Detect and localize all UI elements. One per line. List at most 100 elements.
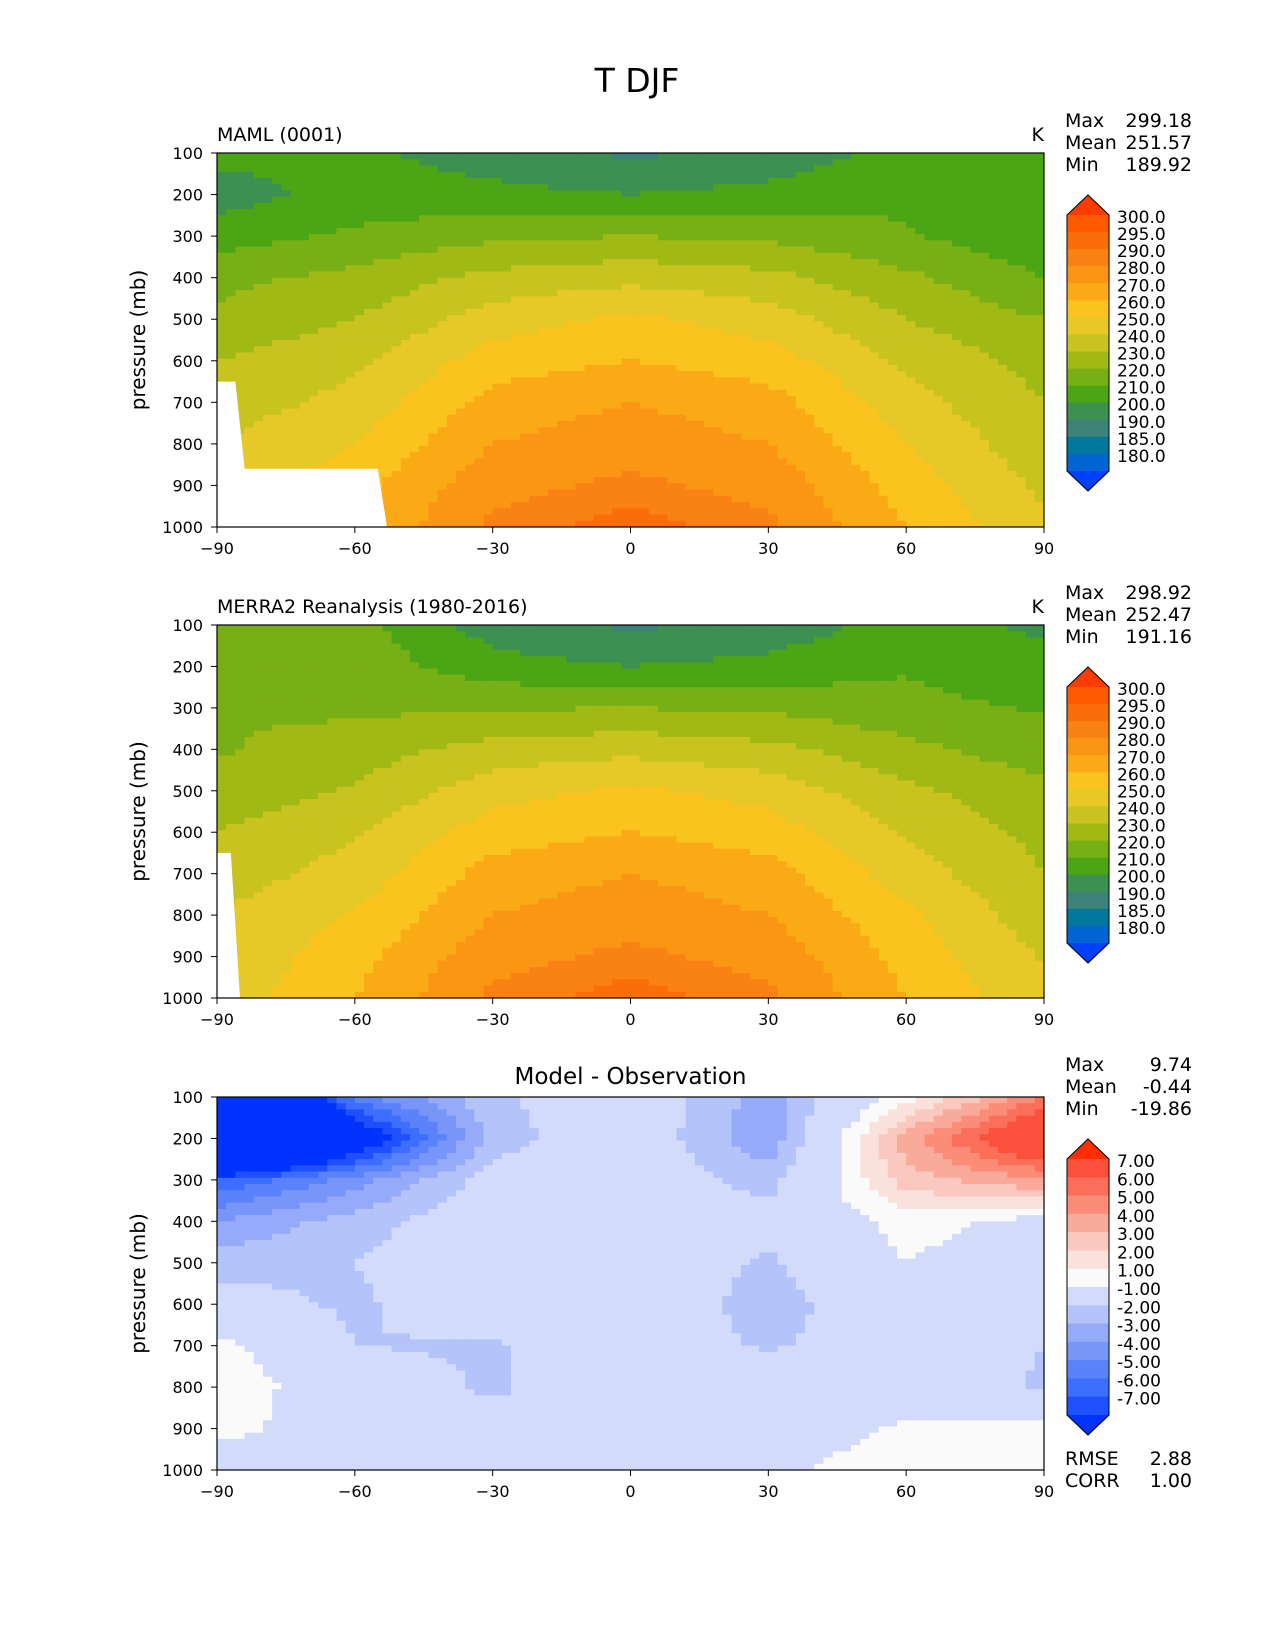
contour-cell	[694, 470, 705, 478]
contour-cell	[722, 221, 733, 229]
contour-cell	[235, 258, 246, 266]
contour-cell	[262, 283, 273, 291]
contour-cell	[740, 477, 751, 484]
contour-cell	[253, 240, 264, 248]
contour-cell	[511, 171, 521, 179]
contour-cell	[841, 427, 852, 435]
contour-cell	[547, 495, 558, 503]
contour-cell	[612, 364, 622, 372]
contour-cell	[455, 159, 466, 167]
contour-cell	[373, 221, 383, 229]
contour-cell	[226, 346, 236, 354]
contour-cell	[731, 227, 742, 235]
contour-cell	[336, 333, 347, 341]
contour-cell	[382, 246, 393, 254]
contour-cell	[244, 258, 255, 266]
contour-cell	[391, 283, 402, 291]
contour-cell	[704, 483, 714, 491]
contour-cell	[465, 383, 475, 391]
contour-cell	[795, 477, 806, 484]
contour-cell	[299, 433, 310, 441]
contour-cell	[327, 433, 338, 441]
contour-cell	[667, 383, 678, 391]
contour-cell	[878, 234, 889, 241]
contour-cell	[704, 184, 714, 191]
contour-cell	[1025, 340, 1036, 347]
contour-cell	[455, 215, 466, 223]
contour-cell	[740, 346, 751, 354]
contour-cell	[933, 433, 944, 441]
contour-cell	[529, 321, 540, 329]
contour-cell	[575, 171, 586, 179]
contour-cell	[841, 159, 852, 167]
contour-cell	[795, 258, 806, 266]
contour-cell	[777, 489, 788, 497]
contour-cell	[694, 352, 705, 360]
contour-cell	[639, 234, 650, 241]
contour-cell	[612, 234, 622, 241]
contour-cell	[409, 246, 420, 254]
contour-cell	[235, 308, 246, 316]
contour-cell	[520, 333, 531, 341]
contour-cell	[896, 340, 907, 347]
contour-cell	[419, 265, 429, 273]
contour-cell	[382, 377, 393, 385]
contour-cell	[685, 464, 696, 472]
contour-cell	[253, 396, 264, 403]
contour-cell	[685, 184, 696, 191]
contour-cell	[409, 364, 420, 372]
contour-cell	[437, 427, 448, 435]
contour-cell	[814, 352, 825, 360]
contour-cell	[547, 196, 558, 204]
contour-cell	[896, 302, 907, 310]
contour-cell	[832, 283, 843, 291]
contour-cell	[272, 177, 282, 185]
contour-cell	[437, 215, 448, 223]
contour-cell	[391, 296, 402, 304]
contour-cell	[299, 258, 310, 266]
contour-cell	[1034, 265, 1044, 273]
contour-cell	[511, 184, 521, 191]
contour-cell	[364, 265, 374, 273]
contour-cell	[915, 470, 926, 478]
contour-cell	[244, 402, 255, 410]
contour-cell	[262, 421, 273, 428]
contour-cell	[740, 265, 751, 273]
contour-cell	[952, 464, 962, 472]
contour-cell	[979, 396, 990, 403]
contour-cell	[437, 165, 448, 173]
contour-cell	[970, 202, 981, 210]
contour-cell	[1016, 202, 1027, 210]
contour-cell	[419, 427, 429, 435]
contour-cell	[244, 308, 255, 316]
contour-cell	[492, 421, 503, 428]
contour-cell	[639, 464, 650, 472]
contour-cell	[823, 252, 834, 260]
contour-cell	[501, 364, 512, 372]
contour-cell	[584, 296, 595, 304]
contour-cell	[731, 190, 742, 198]
contour-cell	[814, 209, 825, 216]
contour-cell	[814, 414, 825, 422]
contour-cell	[658, 458, 668, 466]
contour-cell	[474, 315, 485, 322]
contour-cell	[318, 364, 328, 372]
contour-cell	[768, 364, 779, 372]
contour-cell	[832, 227, 843, 235]
contour-cell	[667, 240, 678, 248]
contour-cell	[1034, 177, 1044, 185]
contour-cell	[538, 383, 549, 391]
contour-cell	[658, 352, 668, 360]
contour-cell	[556, 184, 567, 191]
contour-cell	[998, 240, 1008, 248]
contour-cell	[685, 308, 696, 316]
contour-cell	[612, 321, 622, 329]
contour-cell	[511, 414, 521, 422]
contour-cell	[382, 234, 393, 241]
contour-cell	[593, 477, 604, 484]
contour-cell	[262, 258, 273, 266]
contour-cell	[547, 464, 558, 472]
contour-cell	[667, 439, 678, 447]
contour-cell	[474, 190, 485, 198]
contour-cell	[952, 190, 962, 198]
